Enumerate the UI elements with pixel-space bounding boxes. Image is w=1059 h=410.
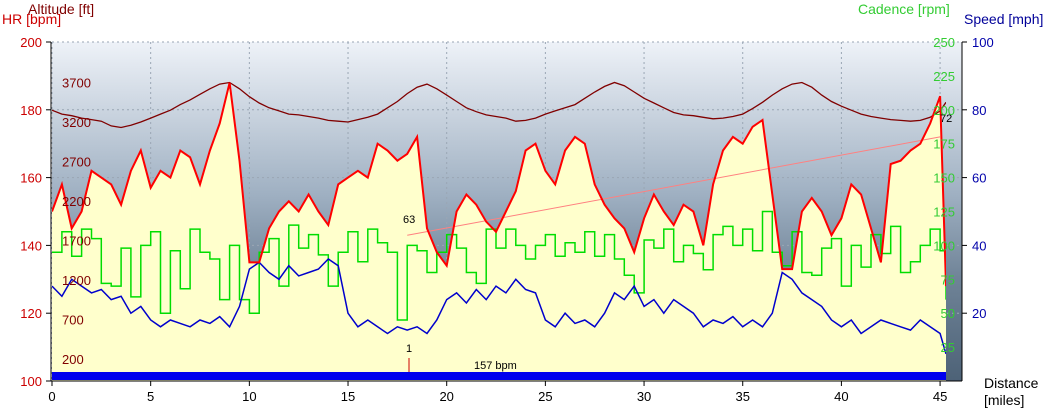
speed-tick-40: 40 bbox=[972, 238, 986, 253]
speed-tick-20: 20 bbox=[972, 306, 986, 321]
lap-bar bbox=[52, 372, 946, 380]
hr-tick-140: 140 bbox=[20, 238, 42, 253]
hr-tick-180: 180 bbox=[20, 103, 42, 118]
cadence-tick-225: 225 bbox=[933, 69, 955, 84]
lap-marker-label: 1 bbox=[406, 343, 412, 355]
cadence-tick-25: 25 bbox=[941, 340, 955, 355]
cadence-tick-125: 125 bbox=[933, 205, 955, 220]
hr-tick-100: 100 bbox=[20, 374, 42, 389]
distance-tick-20: 20 bbox=[439, 389, 453, 404]
cadence-tick-200: 200 bbox=[933, 103, 955, 118]
cadence-tick-150: 150 bbox=[933, 171, 955, 186]
speed-tick-100: 100 bbox=[972, 35, 994, 50]
speed-line bbox=[52, 258, 946, 355]
lap-hr-label: 157 bpm bbox=[474, 360, 517, 372]
hr-tick-200: 200 bbox=[20, 35, 42, 50]
hr-axis-title: HR [bpm] bbox=[2, 11, 61, 27]
distance-tick-25: 25 bbox=[538, 389, 552, 404]
altitude-tick-1200: 1200 bbox=[62, 273, 91, 288]
speed-tick-80: 80 bbox=[972, 103, 986, 118]
hr-tick-160: 160 bbox=[20, 171, 42, 186]
trend-end-label: 72 bbox=[940, 113, 952, 125]
cadence-tick-175: 175 bbox=[933, 137, 955, 152]
cadence-axis-title: Cadence [rpm] bbox=[858, 1, 950, 17]
cadence-tick-250: 250 bbox=[933, 35, 955, 50]
hr-area-fill bbox=[52, 82, 946, 381]
distance-tick-40: 40 bbox=[834, 389, 848, 404]
altitude-tick-2700: 2700 bbox=[62, 155, 91, 170]
hr-line bbox=[52, 82, 946, 287]
altitude-tick-1700: 1700 bbox=[62, 234, 91, 249]
distance-tick-5: 5 bbox=[147, 389, 154, 404]
distance-tick-30: 30 bbox=[637, 389, 651, 404]
speed-axis-title: Speed [mph] bbox=[964, 11, 1043, 27]
hr-trend-line bbox=[407, 136, 941, 236]
altitude-tick-700: 700 bbox=[62, 313, 84, 328]
hr-tick-120: 120 bbox=[20, 306, 42, 321]
speed-tick-60: 60 bbox=[972, 171, 986, 186]
distance-tick-0: 0 bbox=[48, 389, 55, 404]
distance-tick-10: 10 bbox=[242, 389, 256, 404]
altitude-tick-2200: 2200 bbox=[62, 194, 91, 209]
cadence-tick-75: 75 bbox=[941, 272, 955, 287]
altitude-tick-3700: 3700 bbox=[62, 76, 91, 91]
distance-tick-15: 15 bbox=[341, 389, 355, 404]
altitude-tick-200: 200 bbox=[62, 352, 84, 367]
altitude-axis-title: Altitude [ft] bbox=[28, 1, 94, 17]
altitude-line bbox=[52, 81, 946, 129]
distance-tick-35: 35 bbox=[735, 389, 749, 404]
cadence-tick-50: 50 bbox=[941, 306, 955, 321]
cadence-tick-100: 100 bbox=[933, 238, 955, 253]
distance-tick-45: 45 bbox=[933, 389, 947, 404]
trend-start-label: 63 bbox=[403, 214, 415, 226]
altitude-tick-3200: 3200 bbox=[62, 115, 91, 130]
distance-axis-unit: [miles] bbox=[984, 392, 1024, 408]
cadence-line bbox=[52, 210, 946, 321]
distance-axis-title: Distance bbox=[984, 375, 1039, 391]
